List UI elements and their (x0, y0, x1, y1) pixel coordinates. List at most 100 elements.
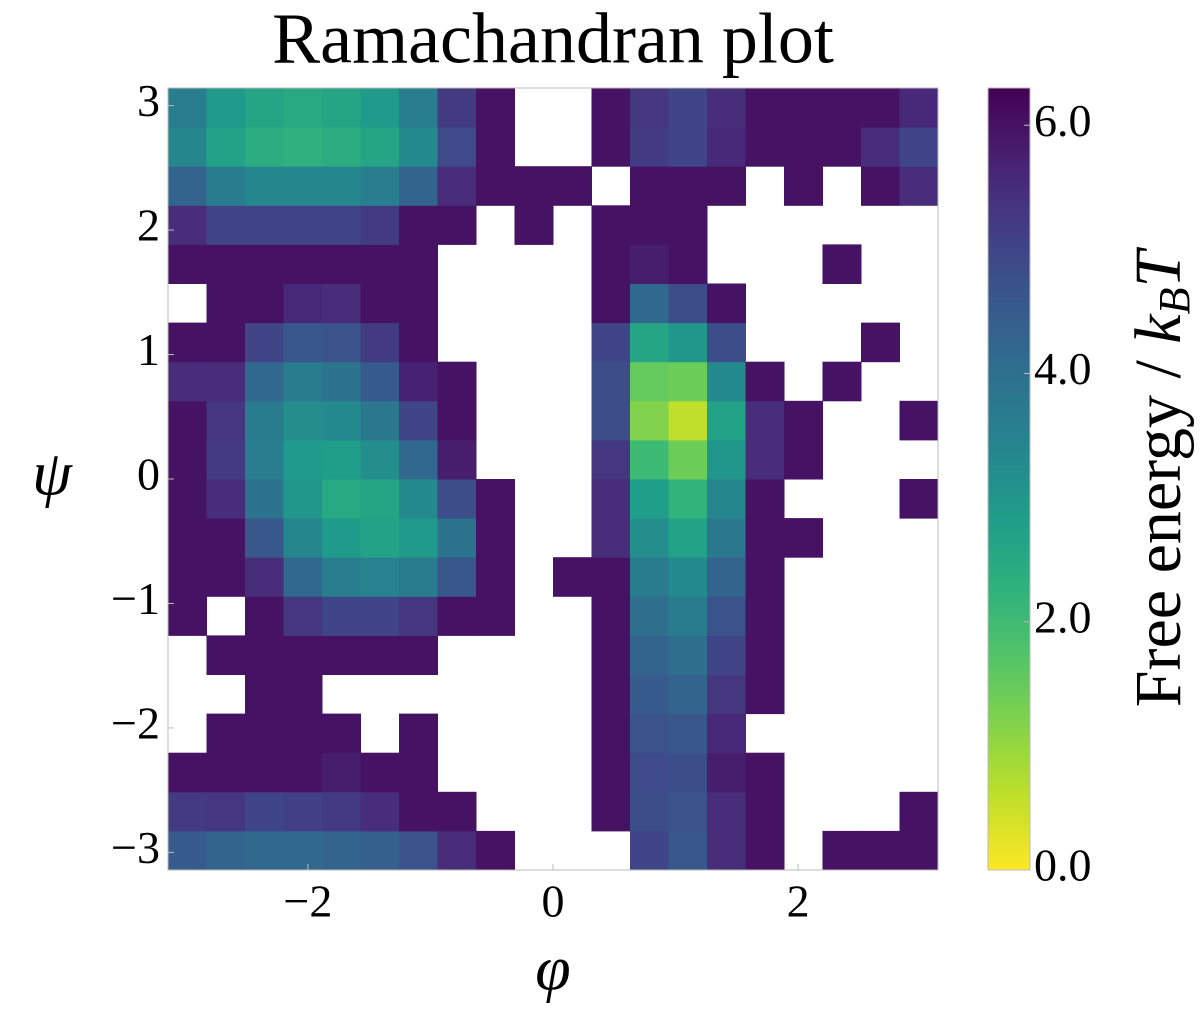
heatmap-cell (784, 400, 823, 441)
heatmap-cell (321, 244, 361, 284)
heatmap-cell (321, 400, 361, 441)
heatmap-cell (706, 322, 746, 363)
heatmap-cell (283, 205, 323, 245)
heatmap-cell (629, 518, 670, 558)
heatmap-cell (784, 439, 823, 480)
heatmap-cell (244, 283, 285, 324)
heatmap-cell (668, 88, 708, 128)
heatmap-cell (668, 596, 708, 636)
heatmap-cell (668, 283, 708, 324)
heatmap-cell (668, 244, 708, 284)
heatmap-cell (283, 752, 323, 793)
heatmap-cell (668, 127, 708, 167)
heatmap-cell (321, 635, 361, 675)
heatmap-cell (899, 88, 939, 128)
x-tick-label: 0 (542, 876, 565, 927)
heatmap-cell (206, 557, 246, 597)
x-tick-label: 2 (787, 876, 810, 927)
heatmap-cell (745, 439, 785, 480)
heatmap-cell (244, 518, 285, 558)
heatmap-cell (591, 127, 631, 167)
heatmap-cell (321, 791, 361, 832)
heatmap-cell (168, 439, 208, 480)
colorbar-label-subscript: B (1150, 288, 1199, 315)
heatmap-cell (668, 557, 708, 597)
heatmap-cell (360, 830, 400, 871)
heatmap-cell (629, 166, 670, 206)
heatmap-cell (437, 400, 477, 441)
heatmap-cell (244, 361, 285, 402)
heatmap-cell (360, 479, 400, 519)
heatmap-cell (784, 127, 823, 167)
heatmap-cell (745, 127, 785, 167)
heatmap-cell (629, 127, 670, 167)
heatmap-cell (591, 791, 631, 832)
heatmap-cell (514, 205, 554, 245)
heatmap-cell (437, 166, 477, 206)
heatmap-cell (321, 479, 361, 519)
heatmap-cell (360, 439, 400, 480)
heatmap-cell (321, 361, 361, 402)
heatmap-cell (360, 557, 400, 597)
heatmap-cell (591, 439, 631, 480)
heatmap-cell (745, 596, 785, 636)
heatmap-cell (899, 791, 939, 832)
heatmap-cell (706, 361, 746, 402)
heatmap-cell (244, 166, 285, 206)
heatmap-cell (360, 88, 400, 128)
heatmap-cell (399, 166, 438, 206)
heatmap-cell (360, 205, 400, 245)
heatmap-cell (360, 361, 400, 402)
heatmap-cell (168, 518, 208, 558)
heatmap-cell (206, 830, 246, 871)
heatmap-cell (437, 205, 477, 245)
heatmap-cell (321, 752, 361, 793)
heatmap-cell (360, 596, 400, 636)
heatmap-cell (206, 127, 246, 167)
heatmap-cell (206, 400, 246, 441)
heatmap-cell (360, 791, 400, 832)
heatmap-cell (745, 830, 785, 871)
colorbar-tick-label: 6.0 (1034, 95, 1092, 146)
heatmap-cell (360, 127, 400, 167)
heatmap-cell (360, 752, 400, 793)
heatmap-cell (321, 283, 361, 324)
heatmap-cell (899, 127, 939, 167)
colorbar-tick-label: 4.0 (1034, 343, 1092, 394)
heatmap-cell (168, 88, 208, 128)
heatmap-cell (399, 205, 438, 245)
heatmap-cell (822, 88, 862, 128)
heatmap-cell (745, 635, 785, 675)
heatmap-cell (745, 791, 785, 832)
colorbar-label: Free energy / kBT (1122, 247, 1199, 708)
heatmap-cell (784, 166, 823, 206)
heatmap-cell (591, 596, 631, 636)
heatmap-cell (591, 400, 631, 441)
heatmap-cell (899, 830, 939, 871)
heatmap-cell (360, 518, 400, 558)
heatmap-cell (206, 244, 246, 284)
heatmap-cell (283, 713, 323, 754)
y-tick-label: 1 (137, 324, 160, 375)
heatmap-cell (283, 439, 323, 480)
heatmap-cell (206, 791, 246, 832)
heatmap-cell (206, 479, 246, 519)
heatmap-cell (283, 557, 323, 597)
heatmap-cell (399, 244, 438, 284)
heatmap-cell (706, 713, 746, 754)
heatmap-cell (399, 518, 438, 558)
heatmap-cell (283, 596, 323, 636)
heatmap-cell (437, 791, 477, 832)
x-axis-label: φ (535, 933, 570, 1004)
heatmap-cell (206, 88, 246, 128)
heatmap-cell (668, 205, 708, 245)
heatmap-cell (822, 127, 862, 167)
heatmap-cell (399, 283, 438, 324)
heatmap-cell (168, 752, 208, 793)
heatmap-cell (629, 439, 670, 480)
heatmap-cell (360, 166, 400, 206)
heatmap-cell (668, 791, 708, 832)
heatmap-cell (437, 518, 477, 558)
heatmap-cell (399, 479, 438, 519)
heatmap-cell (244, 400, 285, 441)
